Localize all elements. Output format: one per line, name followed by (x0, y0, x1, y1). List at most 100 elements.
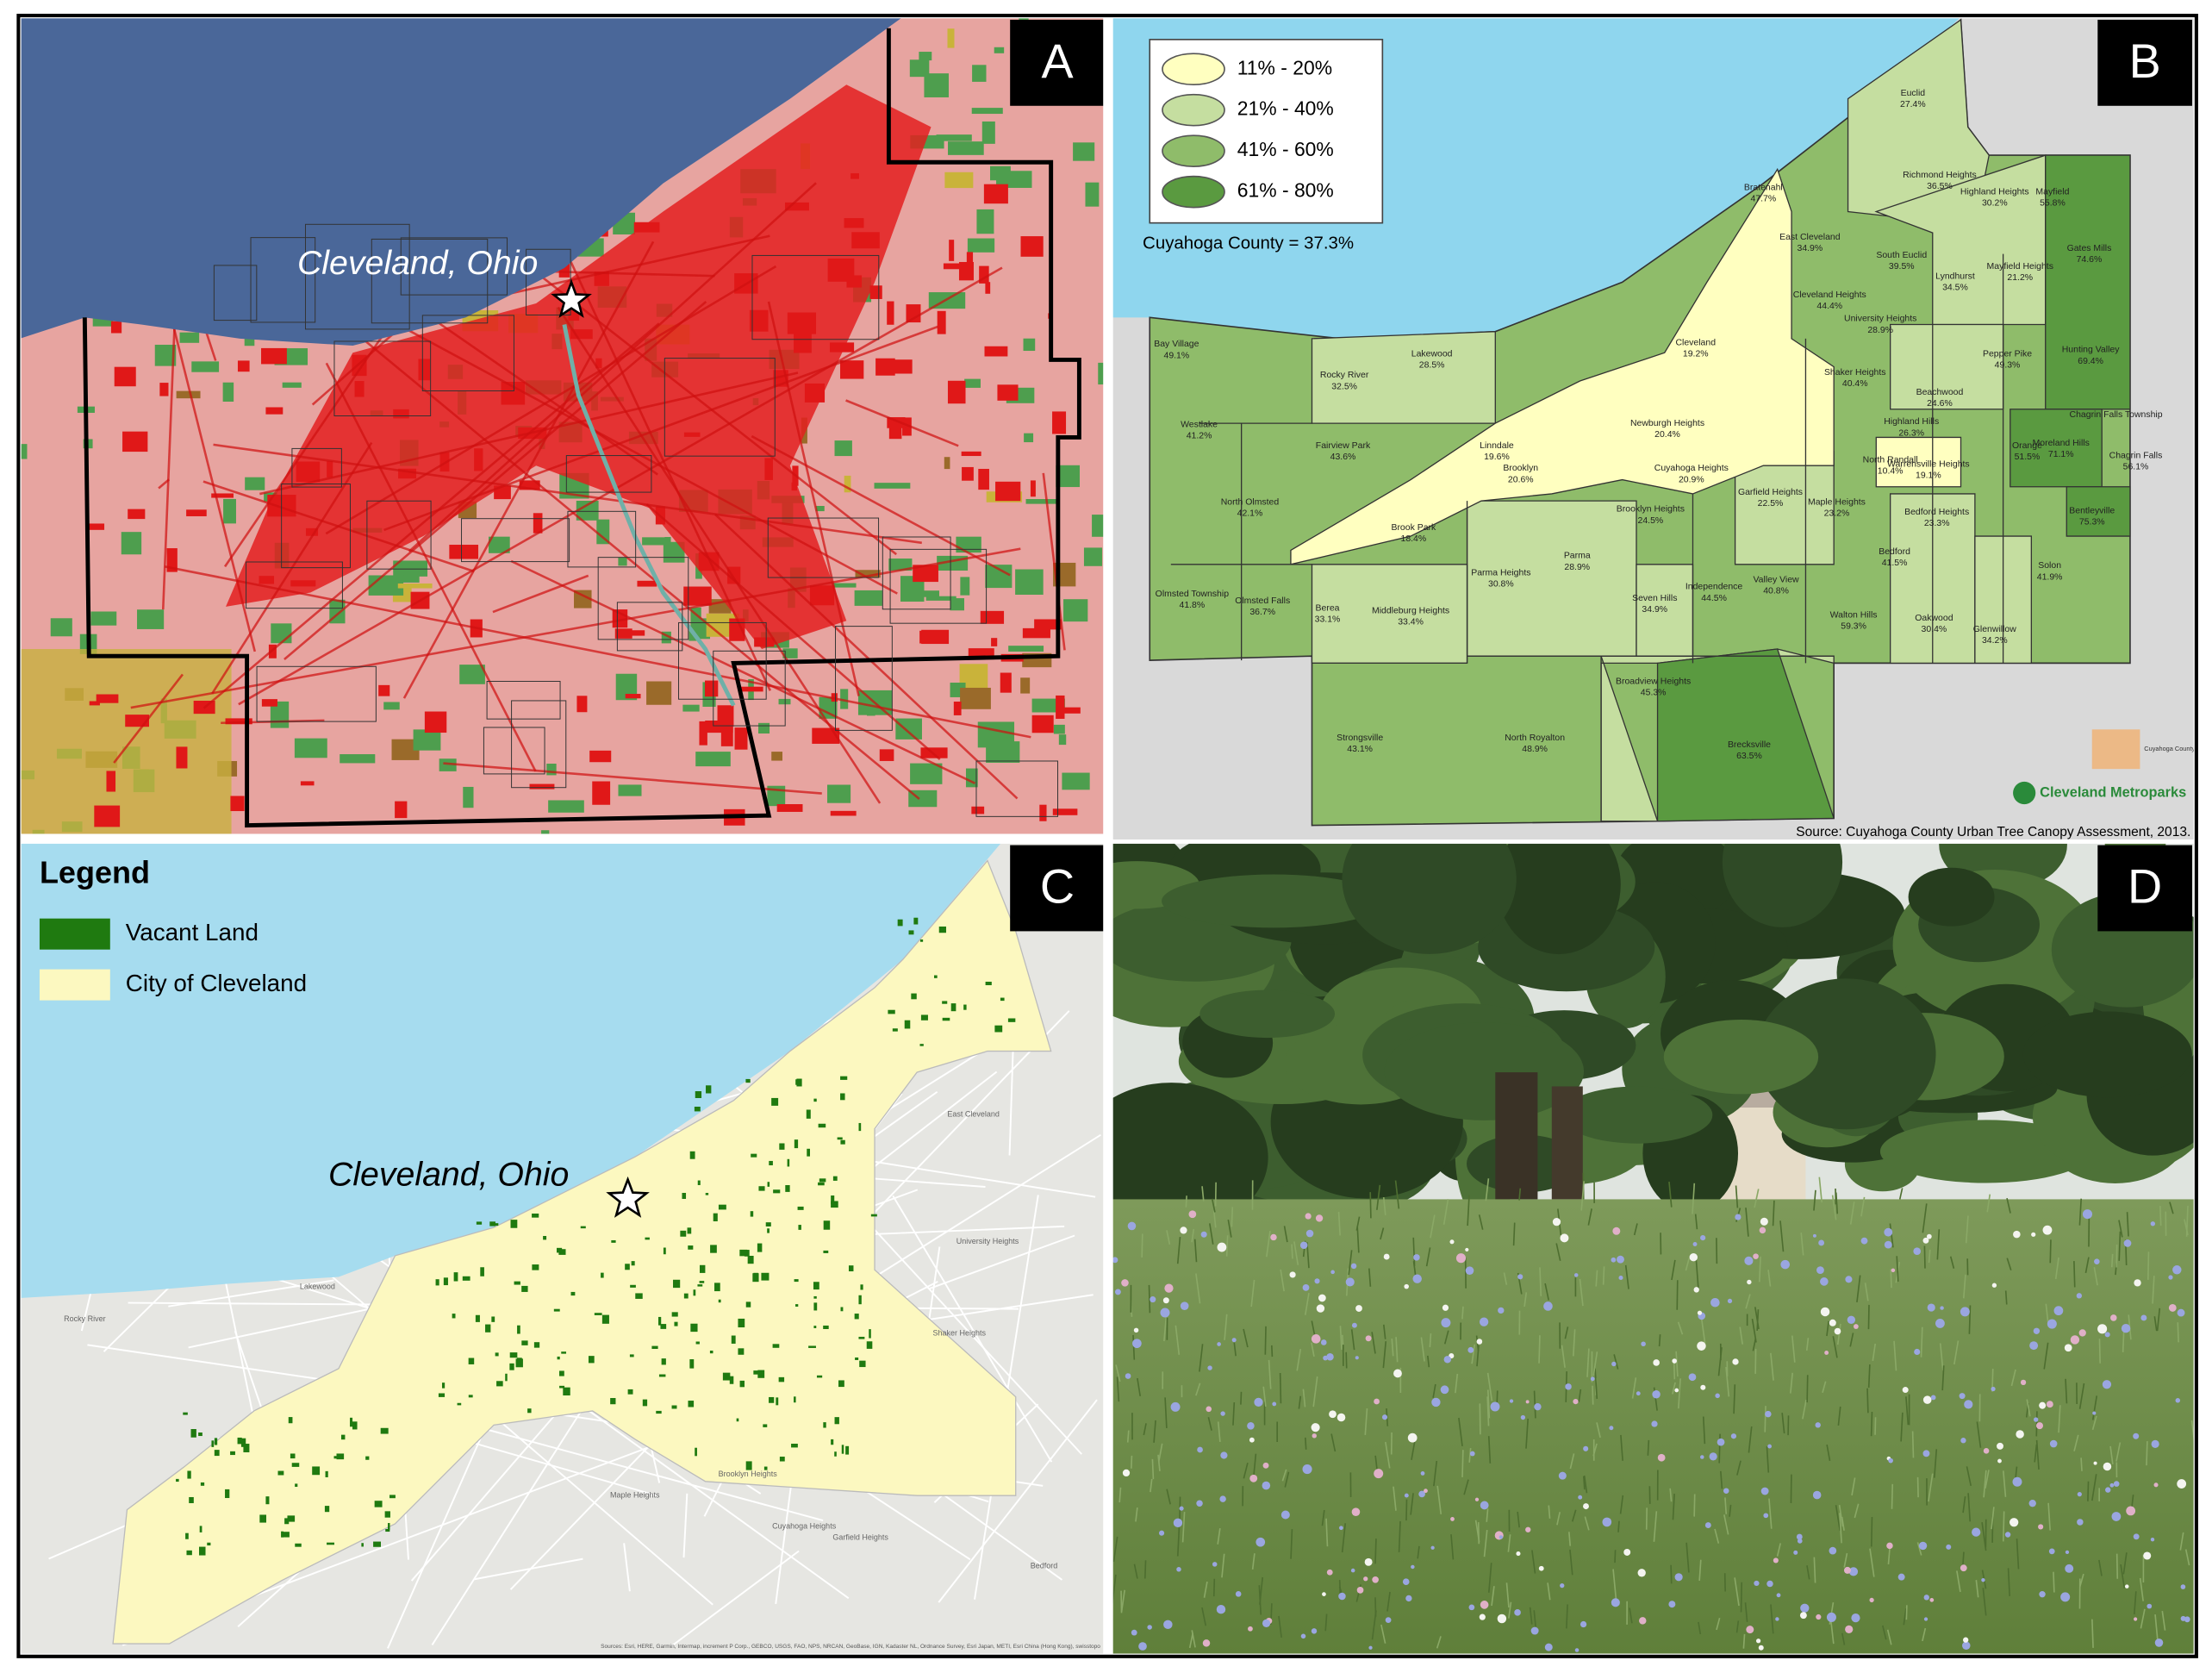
vacant-lot (658, 1316, 662, 1326)
flower (1372, 1576, 1379, 1583)
flower (1860, 1237, 1868, 1245)
municipality-name: Berea (1316, 603, 1340, 613)
urban-patch (398, 468, 417, 479)
grass (1163, 1317, 1168, 1342)
urban-patch (261, 699, 277, 707)
vacant-lot (495, 1352, 499, 1357)
vacant-lot (514, 1281, 520, 1285)
flower (2046, 1401, 2053, 1408)
grass (1928, 1249, 1931, 1264)
grass (1337, 1212, 1341, 1236)
grass (2091, 1619, 2094, 1648)
vacant-lot (505, 1373, 508, 1382)
figure-frame (16, 13, 2198, 1658)
flower (1247, 1422, 1255, 1430)
vacant-lot (189, 1496, 194, 1503)
street (682, 1493, 689, 1558)
vacant-lot (559, 1370, 564, 1376)
vacant-lot (610, 1398, 616, 1405)
grass (1270, 1345, 1274, 1358)
municipality-canopy: 51.5% (2015, 453, 2041, 462)
grass (1578, 1389, 1582, 1402)
vacant-lot (854, 1314, 859, 1320)
vacant-lot (848, 1265, 854, 1272)
green-patch (1025, 499, 1059, 504)
green-patch (976, 209, 994, 234)
flower (1983, 1448, 1990, 1454)
flower (1611, 1257, 1617, 1263)
grass (1903, 1608, 1907, 1626)
foliage (1756, 978, 1936, 1130)
grass (1284, 1471, 1290, 1488)
grass (1653, 1511, 1658, 1542)
flower (1886, 1542, 1893, 1550)
municipality-canopy: 30.4% (1922, 625, 1947, 634)
grass (1724, 1497, 1728, 1514)
grass (2078, 1198, 2083, 1226)
grass (1841, 1632, 1846, 1645)
flower (1345, 1277, 1355, 1287)
municipality-name: Mayfield Heights (1987, 262, 2053, 272)
green-patch (690, 607, 701, 633)
grass (1776, 1543, 1782, 1557)
grass (1280, 1269, 1285, 1292)
foliage (1908, 867, 1995, 927)
grass (1968, 1305, 1972, 1334)
flower (1206, 1406, 1212, 1413)
flower (2113, 1481, 2120, 1487)
vacant-lot (785, 1184, 790, 1192)
flower (1322, 1592, 1326, 1596)
grass (2047, 1502, 2051, 1531)
boundary (616, 602, 683, 652)
panel-letter: D (2128, 860, 2162, 914)
vacant-lot (813, 1302, 818, 1311)
grass (1869, 1548, 1875, 1577)
municipality-name: Oakwood (1915, 614, 1953, 623)
grass (1779, 1220, 1785, 1252)
overlay: A B C D (16, 13, 2198, 1658)
panel-letter-box (2097, 845, 2192, 932)
flower (1455, 1253, 1467, 1264)
urban-patch (225, 718, 252, 725)
flower (1918, 1541, 1928, 1551)
green-patch (895, 718, 922, 740)
boundary (246, 561, 343, 609)
grass (1508, 1601, 1512, 1619)
grass (1620, 1434, 1623, 1461)
grass (1355, 1216, 1361, 1231)
urban-patch (947, 380, 966, 404)
grass (1324, 1613, 1328, 1632)
urban-patch (1020, 236, 1044, 257)
road (113, 673, 184, 764)
flower (2065, 1550, 2070, 1555)
grass (1733, 1384, 1736, 1414)
flower (1385, 1617, 1392, 1624)
vacant-lot (813, 1295, 817, 1299)
street (928, 1234, 1075, 1290)
grass (1564, 1326, 1569, 1339)
vacant-lot (281, 1531, 284, 1538)
urban-patch (776, 803, 803, 812)
vacant-lot (656, 1410, 662, 1414)
grass (1268, 1359, 1272, 1389)
municipality-canopy: 48.9% (1522, 745, 1548, 754)
grass (1132, 1334, 1136, 1360)
vacant-lot (855, 1357, 859, 1360)
flower (1217, 1342, 1221, 1346)
flower (1730, 1433, 1737, 1439)
vacant-lot (840, 1139, 845, 1145)
municipality-name: Cuyahoga Heights (1654, 464, 1729, 473)
grass (1675, 1351, 1679, 1377)
vacant-lot (757, 1370, 765, 1378)
grass (1212, 1210, 1217, 1228)
urban-patch (887, 301, 894, 325)
vacant-lot (897, 919, 903, 927)
grass (1685, 1258, 1691, 1271)
municipality (2066, 486, 2131, 537)
vacant-lot (352, 1421, 358, 1430)
flower (2103, 1462, 2112, 1471)
municipality-canopy: 28.9% (1867, 326, 1893, 335)
vacant-lot (287, 1515, 296, 1522)
grass (1512, 1222, 1516, 1246)
road (714, 513, 1019, 800)
